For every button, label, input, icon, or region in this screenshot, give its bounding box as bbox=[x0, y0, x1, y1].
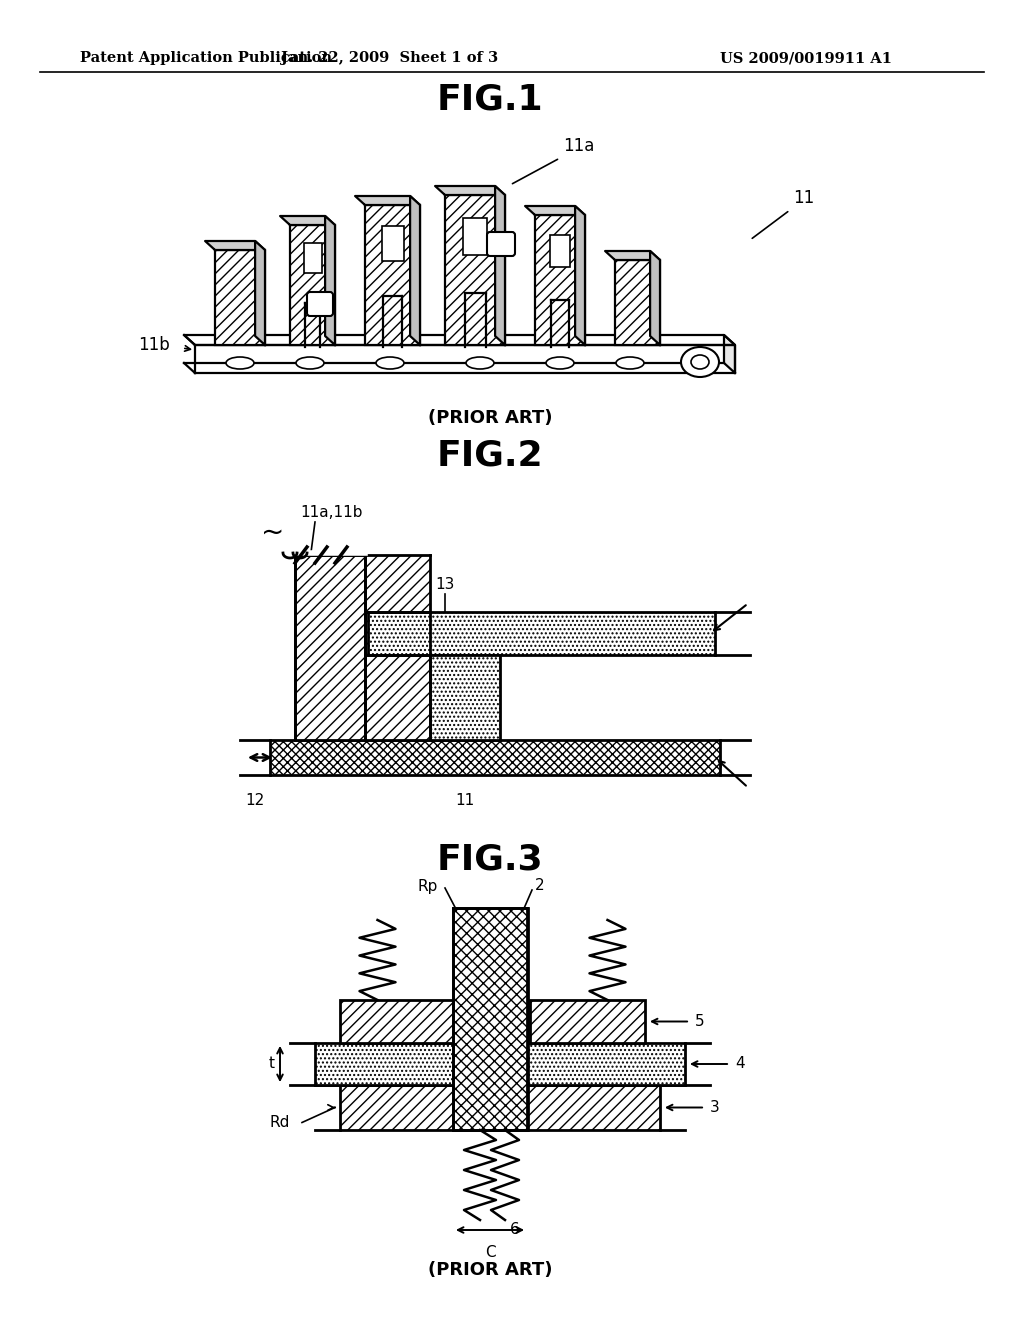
Bar bbox=[315, 1043, 685, 1085]
Text: Rp: Rp bbox=[418, 879, 438, 894]
Text: (PRIOR ART): (PRIOR ART) bbox=[428, 1261, 552, 1279]
FancyBboxPatch shape bbox=[303, 243, 322, 273]
Text: FIG.3: FIG.3 bbox=[436, 843, 544, 876]
Bar bbox=[340, 1085, 660, 1130]
Polygon shape bbox=[525, 206, 585, 215]
Polygon shape bbox=[435, 186, 505, 195]
Bar bbox=[365, 554, 430, 741]
Text: 11: 11 bbox=[793, 189, 814, 207]
Ellipse shape bbox=[226, 356, 254, 370]
Bar bbox=[535, 215, 585, 345]
Bar bbox=[270, 741, 720, 775]
Bar bbox=[530, 1001, 645, 1043]
Text: 13: 13 bbox=[435, 577, 455, 591]
Bar bbox=[365, 205, 420, 345]
Text: 5: 5 bbox=[695, 1014, 705, 1030]
Text: 11b: 11b bbox=[138, 337, 170, 354]
Text: FIG.1: FIG.1 bbox=[436, 83, 544, 117]
Bar bbox=[453, 908, 528, 1130]
Bar bbox=[365, 205, 420, 345]
Polygon shape bbox=[410, 195, 420, 345]
Bar bbox=[215, 249, 265, 345]
Text: (PRIOR ART): (PRIOR ART) bbox=[428, 409, 552, 426]
Polygon shape bbox=[355, 195, 420, 205]
Text: Jan. 22, 2009  Sheet 1 of 3: Jan. 22, 2009 Sheet 1 of 3 bbox=[282, 51, 499, 65]
Text: 11a,11b: 11a,11b bbox=[300, 506, 362, 520]
Polygon shape bbox=[281, 216, 335, 224]
Ellipse shape bbox=[376, 356, 404, 370]
Ellipse shape bbox=[616, 356, 644, 370]
Ellipse shape bbox=[691, 355, 709, 370]
Ellipse shape bbox=[296, 356, 324, 370]
Polygon shape bbox=[255, 242, 265, 345]
Bar bbox=[295, 554, 365, 741]
Text: 12: 12 bbox=[245, 793, 264, 808]
Polygon shape bbox=[205, 242, 265, 249]
Text: ~: ~ bbox=[261, 519, 285, 546]
Bar bbox=[340, 1001, 455, 1043]
Ellipse shape bbox=[546, 356, 574, 370]
Text: FIG.2: FIG.2 bbox=[436, 438, 544, 473]
Polygon shape bbox=[605, 251, 660, 260]
Text: C: C bbox=[484, 1245, 496, 1261]
Polygon shape bbox=[724, 335, 735, 374]
Text: t: t bbox=[269, 1056, 275, 1072]
Ellipse shape bbox=[466, 356, 494, 370]
FancyBboxPatch shape bbox=[487, 232, 515, 256]
Text: US 2009/0019911 A1: US 2009/0019911 A1 bbox=[720, 51, 892, 65]
Bar bbox=[445, 195, 505, 345]
Ellipse shape bbox=[681, 347, 719, 378]
Polygon shape bbox=[184, 335, 735, 345]
Bar bbox=[615, 260, 660, 345]
Bar bbox=[615, 260, 660, 345]
Polygon shape bbox=[325, 216, 335, 345]
Bar bbox=[290, 224, 335, 345]
Text: 4: 4 bbox=[735, 1056, 744, 1072]
Polygon shape bbox=[650, 251, 660, 345]
Text: 11a: 11a bbox=[563, 137, 594, 154]
Text: Rd: Rd bbox=[269, 1115, 290, 1130]
Text: 3: 3 bbox=[710, 1100, 720, 1115]
Text: 2: 2 bbox=[535, 879, 545, 894]
Bar bbox=[535, 215, 585, 345]
Bar bbox=[445, 195, 505, 345]
Polygon shape bbox=[575, 206, 585, 345]
Bar bbox=[430, 655, 500, 741]
Bar bbox=[368, 612, 715, 655]
Polygon shape bbox=[495, 186, 505, 345]
Text: Patent Application Publication: Patent Application Publication bbox=[80, 51, 332, 65]
FancyBboxPatch shape bbox=[382, 226, 403, 261]
FancyBboxPatch shape bbox=[550, 235, 570, 267]
Text: 11: 11 bbox=[456, 793, 475, 808]
Bar bbox=[290, 224, 335, 345]
Bar bbox=[215, 249, 265, 345]
FancyBboxPatch shape bbox=[463, 218, 487, 255]
FancyBboxPatch shape bbox=[307, 292, 333, 315]
Text: 6: 6 bbox=[510, 1222, 520, 1238]
